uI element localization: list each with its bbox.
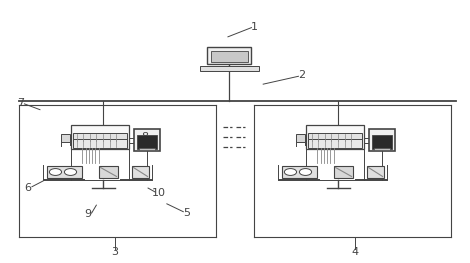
Bar: [134, 129, 160, 151]
Circle shape: [49, 169, 62, 175]
Bar: [207, 47, 251, 64]
Text: 2: 2: [298, 70, 306, 80]
Circle shape: [284, 169, 297, 175]
Bar: [61, 134, 70, 142]
Circle shape: [64, 169, 77, 175]
Bar: [372, 135, 392, 149]
Bar: [367, 166, 384, 178]
Bar: [282, 166, 317, 178]
Text: 4: 4: [351, 247, 359, 257]
Bar: [334, 166, 353, 178]
Bar: [139, 148, 155, 150]
Text: 6: 6: [25, 183, 31, 193]
Bar: [306, 125, 364, 149]
Bar: [200, 66, 258, 71]
Text: 9: 9: [84, 209, 92, 219]
Bar: [369, 129, 395, 151]
Text: 1: 1: [251, 22, 258, 32]
Bar: [73, 133, 127, 141]
Bar: [47, 166, 82, 178]
Bar: [137, 135, 157, 149]
Bar: [374, 148, 390, 150]
Bar: [296, 134, 305, 142]
Text: 7: 7: [17, 98, 24, 108]
Bar: [70, 125, 129, 149]
Text: 5: 5: [184, 208, 190, 218]
Circle shape: [299, 169, 312, 175]
Bar: [211, 51, 248, 62]
Bar: [99, 166, 118, 178]
Text: 10: 10: [152, 188, 166, 198]
Text: 8: 8: [141, 132, 149, 142]
Bar: [308, 139, 362, 148]
Bar: [73, 139, 127, 148]
Text: 3: 3: [112, 247, 118, 257]
Bar: [132, 166, 149, 178]
Bar: [308, 133, 362, 141]
